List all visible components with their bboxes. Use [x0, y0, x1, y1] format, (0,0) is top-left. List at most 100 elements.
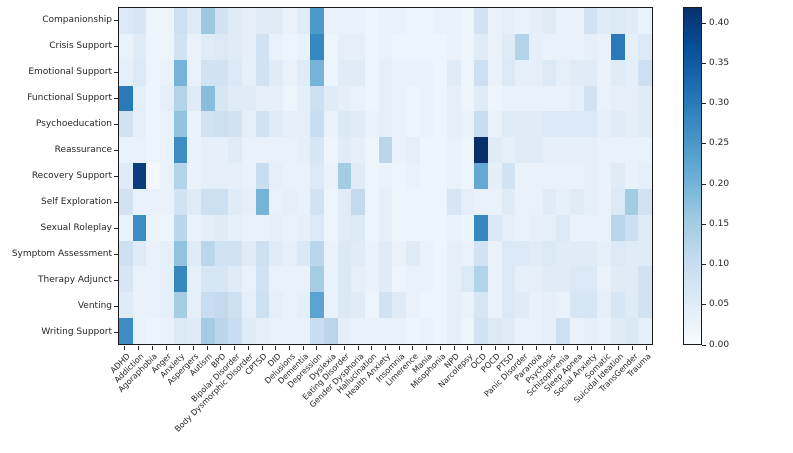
- heatmap-cell: [611, 214, 625, 241]
- y-tick-mark: [114, 97, 118, 99]
- heatmap-cell: [119, 292, 133, 319]
- heatmap-cell: [392, 266, 406, 293]
- heatmap-cell: [296, 188, 311, 215]
- x-tick-mark: [535, 346, 537, 350]
- heatmap-cell: [187, 318, 201, 344]
- heatmap-cell: [447, 8, 461, 34]
- x-tick-mark: [398, 346, 400, 350]
- heatmap-cell: [242, 33, 256, 60]
- heatmap-cell: [365, 240, 379, 267]
- heatmap-grid: [119, 8, 652, 344]
- x-tick-mark: [343, 346, 345, 350]
- heatmap-cell: [488, 318, 502, 344]
- colorbar: [683, 7, 702, 345]
- heatmap-cell: [624, 292, 639, 319]
- heatmap-cell: [570, 292, 584, 319]
- heatmap-cell: [583, 292, 598, 319]
- heatmap-cell: [433, 240, 447, 267]
- heatmap-cell: [406, 111, 420, 138]
- y-tick-mark: [114, 19, 118, 21]
- heatmap-cell: [119, 137, 133, 164]
- heatmap-cell: [187, 59, 201, 86]
- y-tick-mark: [114, 253, 118, 255]
- heatmap-cell: [214, 188, 229, 215]
- heatmap-cell: [324, 137, 338, 164]
- heatmap-cell: [365, 33, 379, 60]
- heatmap-cell: [146, 163, 160, 189]
- heatmap-cell: [583, 111, 598, 138]
- heatmap-cell: [611, 8, 625, 34]
- heatmap-cell: [447, 111, 461, 138]
- y-tick-mark: [114, 175, 118, 177]
- heatmap-cell: [419, 8, 434, 34]
- heatmap-cell: [433, 266, 447, 293]
- heatmap-cell: [447, 59, 461, 86]
- heatmap-cell: [392, 240, 406, 267]
- heatmap-cell: [365, 111, 379, 138]
- heatmap-cell: [255, 137, 270, 164]
- heatmap-cell: [160, 59, 174, 86]
- heatmap-cell: [419, 137, 434, 164]
- heatmap-cell: [378, 214, 393, 241]
- heatmap-cell: [242, 59, 256, 86]
- colorbar-tick-mark: [702, 62, 706, 64]
- heatmap-cell: [283, 318, 297, 344]
- heatmap-cell: [556, 318, 570, 344]
- heatmap-cell: [583, 163, 598, 189]
- x-tick-mark: [645, 346, 647, 350]
- heatmap-cell: [351, 163, 365, 189]
- heatmap-cell: [173, 214, 188, 241]
- heatmap-cell: [583, 59, 598, 86]
- heatmap-cell: [392, 8, 406, 34]
- heatmap-cell: [529, 292, 543, 319]
- heatmap-cell: [542, 266, 557, 293]
- heatmap-cell: [214, 266, 229, 293]
- heatmap-cell: [255, 318, 270, 344]
- heatmap-cell: [474, 292, 488, 319]
- heatmap-cell: [242, 8, 256, 34]
- heatmap-cell: [228, 188, 242, 215]
- heatmap-cell: [119, 266, 133, 293]
- x-tick-mark: [192, 346, 194, 350]
- heatmap-cell: [214, 163, 229, 189]
- heatmap-cell: [529, 111, 543, 138]
- heatmap-cell: [638, 163, 652, 189]
- heatmap-cell: [255, 85, 270, 112]
- heatmap-cell: [296, 59, 311, 86]
- heatmap-cell: [146, 188, 160, 215]
- heatmap-cell: [638, 292, 652, 319]
- heatmap-cell: [173, 59, 188, 86]
- heatmap-cell: [378, 85, 393, 112]
- heatmap-cell: [474, 188, 488, 215]
- heatmap-cell: [638, 214, 652, 241]
- heatmap-cell: [597, 111, 611, 138]
- heatmap-cell: [447, 85, 461, 112]
- heatmap-cell: [296, 163, 311, 189]
- x-tick-mark: [549, 346, 551, 350]
- heatmap-cell: [310, 188, 324, 215]
- heatmap-cell: [556, 163, 570, 189]
- heatmap-cell: [242, 85, 256, 112]
- heatmap-cell: [351, 8, 365, 34]
- heatmap-cell: [255, 240, 270, 267]
- heatmap-cell: [119, 59, 133, 86]
- heatmap-cell: [515, 214, 529, 241]
- heatmap-cell: [501, 85, 516, 112]
- heatmap-cell: [296, 240, 311, 267]
- heatmap-cell: [392, 188, 406, 215]
- heatmap-cell: [474, 8, 488, 34]
- x-tick-mark: [604, 346, 606, 350]
- heatmap-cell: [378, 240, 393, 267]
- heatmap-cell: [433, 59, 447, 86]
- heatmap-cell: [542, 33, 557, 60]
- heatmap-cell: [460, 214, 475, 241]
- heatmap-cell: [611, 137, 625, 164]
- heatmap-cell: [310, 214, 324, 241]
- heatmap-cell: [228, 85, 242, 112]
- heatmap-cell: [160, 266, 174, 293]
- heatmap-cell: [392, 111, 406, 138]
- heatmap-cell: [515, 266, 529, 293]
- x-tick-mark: [590, 346, 592, 350]
- heatmap-cell: [638, 240, 652, 267]
- heatmap-cell: [406, 8, 420, 34]
